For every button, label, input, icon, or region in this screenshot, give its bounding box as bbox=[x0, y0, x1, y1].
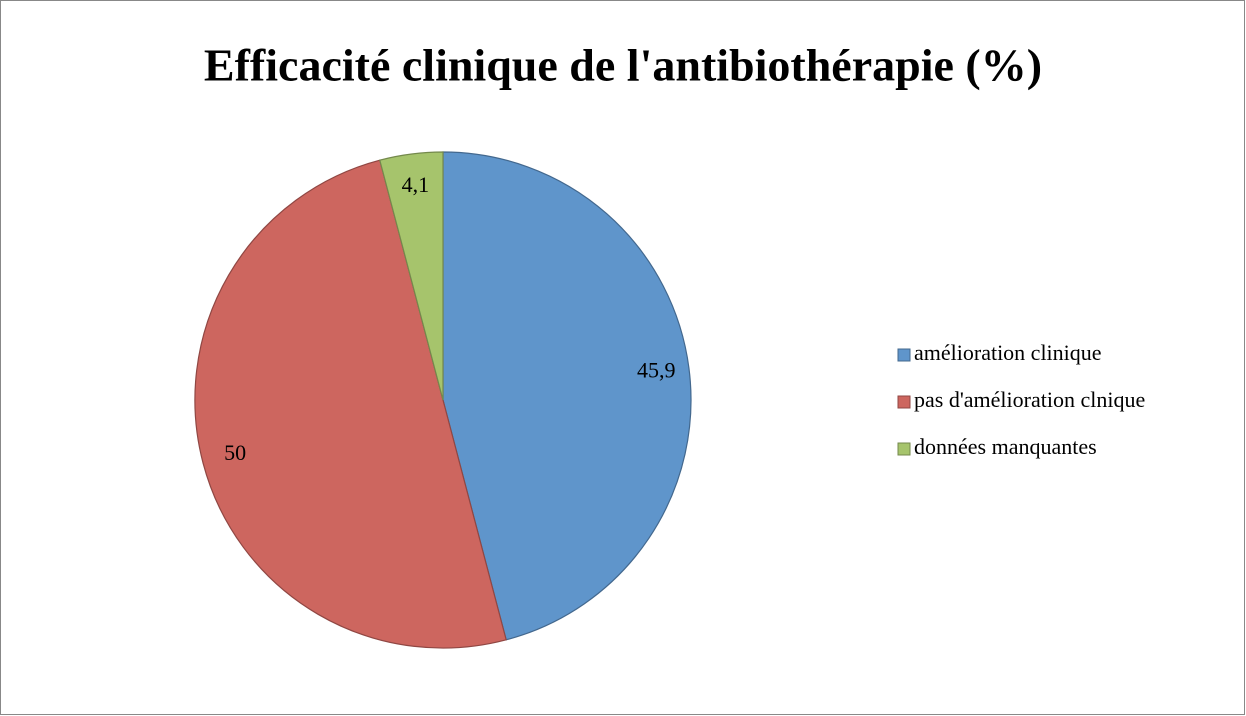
legend-swatch bbox=[897, 348, 911, 362]
chart-title: Efficacité clinique de l'antibiothérapie… bbox=[204, 40, 1042, 91]
pie-slice bbox=[379, 151, 444, 401]
legend-swatch bbox=[897, 395, 911, 409]
legend-label: pas d'amélioration clnique bbox=[914, 387, 1145, 412]
legend-label: amélioration clinique bbox=[914, 340, 1102, 365]
pie-slice bbox=[193, 159, 507, 649]
legend-label: données manquantes bbox=[914, 434, 1097, 459]
pie-slice bbox=[442, 151, 692, 641]
legend-swatch bbox=[897, 442, 911, 456]
data-label: 45,9 bbox=[637, 357, 676, 382]
data-label: 4,1 bbox=[402, 172, 430, 197]
data-label: 50 bbox=[224, 440, 246, 465]
